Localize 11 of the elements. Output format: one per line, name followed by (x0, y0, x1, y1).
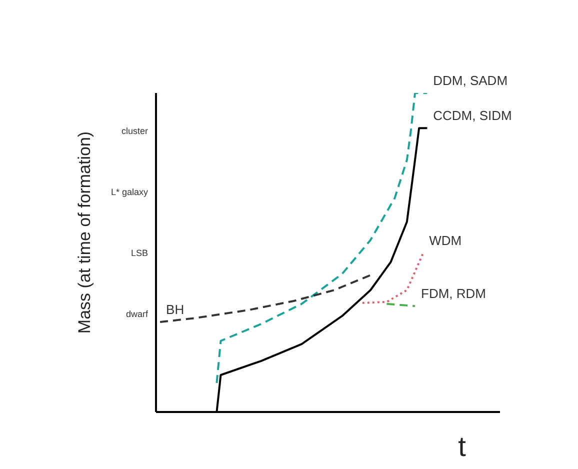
text: cluster (121, 126, 148, 136)
series-label: DDM, SADM (433, 73, 508, 88)
series-label: BH (166, 302, 184, 318)
series-label: CCDM, SIDM (433, 108, 512, 124)
text: dwarf (126, 309, 148, 319)
y-axis-title: Mass (at time of formation) (75, 131, 94, 334)
text: LSB (130, 248, 148, 258)
text: L* galaxy (110, 187, 148, 197)
series-label: FDM, RDM (421, 286, 486, 302)
series-label: WDM (429, 233, 462, 248)
x-axis-title: t (458, 431, 466, 462)
